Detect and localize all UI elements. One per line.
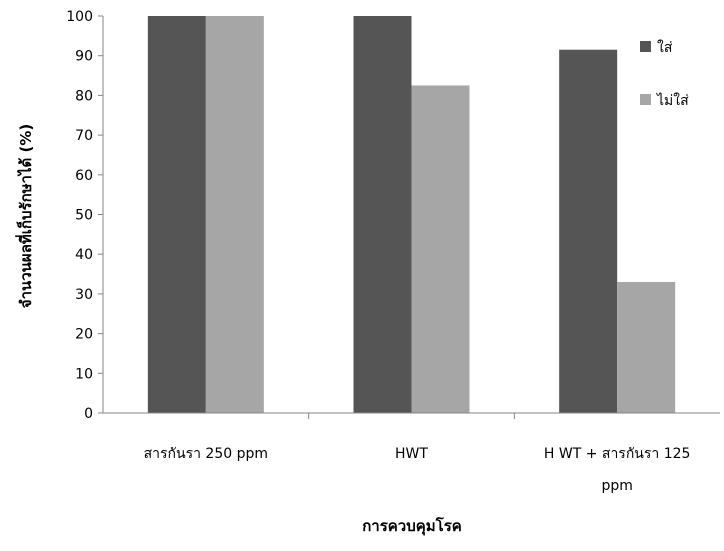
y-tick-label: 100 [66,9,93,25]
x-category-label: HWT [395,446,428,462]
y-tick-label: 80 [75,88,93,104]
legend-swatch [640,41,651,52]
y-axis-title: จำนวนผลที่เก็บรักษาได้ (%) [15,124,35,308]
y-tick-label: 30 [75,287,93,303]
x-axis-categories: สารกันรา 250 ppm HWT H WT + สารกันรา 125 pp… [144,413,691,494]
legend-swatch [640,94,651,105]
y-tick-label: 20 [75,327,93,343]
x-category-label: สารกันรา 250 ppm [144,446,268,462]
bar-without-1 [205,16,264,413]
legend-label: ไม่ใส่ [656,92,689,109]
x-category-label: H WT + สารกันรา 125 [544,446,691,462]
y-tick-label: 0 [84,406,93,422]
bar-without-2 [411,85,470,413]
bars [147,16,676,414]
y-tick-label: 90 [75,49,93,65]
bar-with-3 [559,49,618,414]
x-axis-title: การควบคุมโรค [362,516,462,536]
y-tick-label: 50 [75,208,93,224]
y-tick-label: 60 [75,168,93,184]
legend-label: ใส่ [657,39,673,56]
y-tick-label: 10 [75,366,93,382]
y-axis-ticks: 0 10 20 30 40 50 60 70 80 90 100 [66,9,103,422]
legend: ใส่ไม่ใส่ [640,39,689,109]
bar-with-2 [353,16,412,413]
y-tick-label: 40 [75,247,93,263]
bar-without-3 [617,281,676,413]
bar-with-1 [147,16,206,413]
y-tick-label: 70 [75,128,93,144]
x-category-label: ppm [601,478,632,494]
